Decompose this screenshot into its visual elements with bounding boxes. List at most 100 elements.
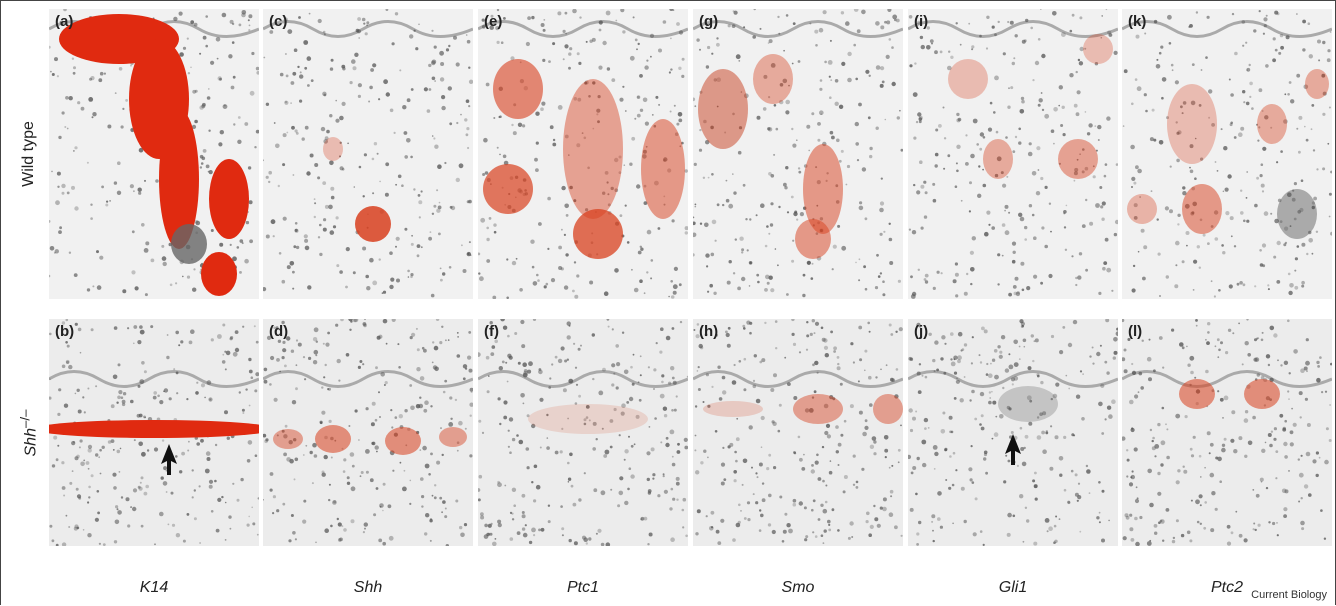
cell-nucleus <box>1133 265 1135 267</box>
cell-nucleus <box>397 343 399 345</box>
cell-nucleus <box>717 541 721 545</box>
cell-nucleus <box>1294 286 1298 290</box>
cell-nucleus <box>82 396 84 398</box>
cell-nucleus <box>1156 59 1158 61</box>
cell-nucleus <box>937 517 941 521</box>
cell-nucleus <box>1040 381 1043 384</box>
cell-nucleus <box>179 12 183 16</box>
cell-nucleus <box>1301 455 1303 457</box>
cell-nucleus <box>1298 458 1300 460</box>
cell-nucleus <box>624 449 628 453</box>
cell-nucleus <box>291 81 295 85</box>
cell-nucleus <box>263 57 265 59</box>
cell-nucleus <box>812 531 814 533</box>
cell-nucleus <box>383 79 388 84</box>
cell-nucleus <box>811 112 814 115</box>
cell-nucleus <box>588 537 591 540</box>
cell-nucleus <box>561 229 563 231</box>
cell-nucleus <box>64 404 68 408</box>
cell-nucleus <box>231 86 235 90</box>
cell-nucleus <box>615 20 617 22</box>
cell-nucleus <box>751 467 753 469</box>
cell-nucleus <box>187 38 189 40</box>
cell-nucleus <box>1298 151 1301 154</box>
cell-nucleus <box>1290 99 1294 103</box>
cell-nucleus <box>586 41 588 43</box>
cell-nucleus <box>997 283 999 285</box>
cell-nucleus <box>1317 40 1321 44</box>
cell-nucleus <box>550 125 554 129</box>
cell-nucleus <box>1136 35 1140 39</box>
cell-nucleus <box>1265 442 1267 444</box>
cell-nucleus <box>955 262 958 265</box>
cell-nucleus <box>458 421 463 426</box>
cell-nucleus <box>830 79 832 81</box>
panel-label: (f) <box>484 323 499 340</box>
cell-nucleus <box>520 393 525 398</box>
cell-nucleus <box>178 344 180 346</box>
cell-nucleus <box>237 246 240 249</box>
cell-nucleus <box>812 319 815 322</box>
cell-nucleus <box>130 184 134 188</box>
cell-nucleus <box>176 533 180 537</box>
cell-nucleus <box>133 343 135 345</box>
cell-nucleus <box>1307 423 1311 427</box>
cell-nucleus <box>1135 499 1139 503</box>
cell-nucleus <box>966 273 968 275</box>
cell-nucleus <box>889 261 893 265</box>
cell-nucleus <box>88 486 91 489</box>
cell-nucleus <box>1102 201 1106 205</box>
cell-nucleus <box>592 378 594 380</box>
cell-nucleus <box>201 383 205 387</box>
cell-nucleus <box>838 443 842 447</box>
cell-nucleus <box>596 438 598 440</box>
cell-nucleus <box>1174 284 1178 288</box>
cell-nucleus <box>1273 333 1277 337</box>
cell-nucleus <box>937 491 942 496</box>
cell-nucleus <box>530 240 534 244</box>
cell-nucleus <box>770 288 774 292</box>
cell-nucleus <box>658 227 661 230</box>
cell-nucleus <box>130 65 132 67</box>
cell-nucleus <box>968 23 970 25</box>
cell-nucleus <box>635 39 638 42</box>
cell-nucleus <box>574 541 578 545</box>
micrograph <box>49 319 259 546</box>
cell-nucleus <box>1302 48 1305 51</box>
cell-nucleus <box>282 348 286 352</box>
cell-nucleus <box>608 326 610 328</box>
cell-nucleus <box>542 59 545 62</box>
cell-nucleus <box>1100 205 1103 208</box>
image-panel: (a) <box>49 9 259 299</box>
cell-nucleus <box>329 420 332 423</box>
cell-nucleus <box>378 98 380 100</box>
cell-nucleus <box>1159 52 1162 55</box>
cell-nucleus <box>711 526 713 528</box>
cell-nucleus <box>1272 522 1275 525</box>
cell-nucleus <box>884 21 887 24</box>
cell-nucleus <box>633 16 635 18</box>
cell-nucleus <box>994 375 999 380</box>
cell-nucleus <box>916 190 920 194</box>
cell-nucleus <box>434 484 436 486</box>
cell-nucleus <box>670 430 675 435</box>
cell-nucleus <box>798 171 801 174</box>
cell-nucleus <box>1329 439 1332 442</box>
cell-nucleus <box>750 262 752 264</box>
cell-nucleus <box>1029 142 1032 145</box>
cell-nucleus <box>395 184 397 186</box>
cell-nucleus <box>1222 251 1225 254</box>
cell-nucleus <box>901 535 903 537</box>
cell-nucleus <box>646 60 648 62</box>
cell-nucleus <box>1108 414 1113 419</box>
cell-nucleus <box>268 171 272 175</box>
cell-nucleus <box>1154 532 1157 535</box>
cell-nucleus <box>786 523 790 527</box>
cell-nucleus <box>1150 429 1152 431</box>
cell-nucleus <box>1087 132 1090 135</box>
cell-nucleus <box>523 533 528 538</box>
cell-nucleus <box>95 385 97 387</box>
cell-nucleus <box>1260 174 1263 177</box>
cell-nucleus <box>640 518 642 520</box>
cell-nucleus <box>870 445 874 449</box>
